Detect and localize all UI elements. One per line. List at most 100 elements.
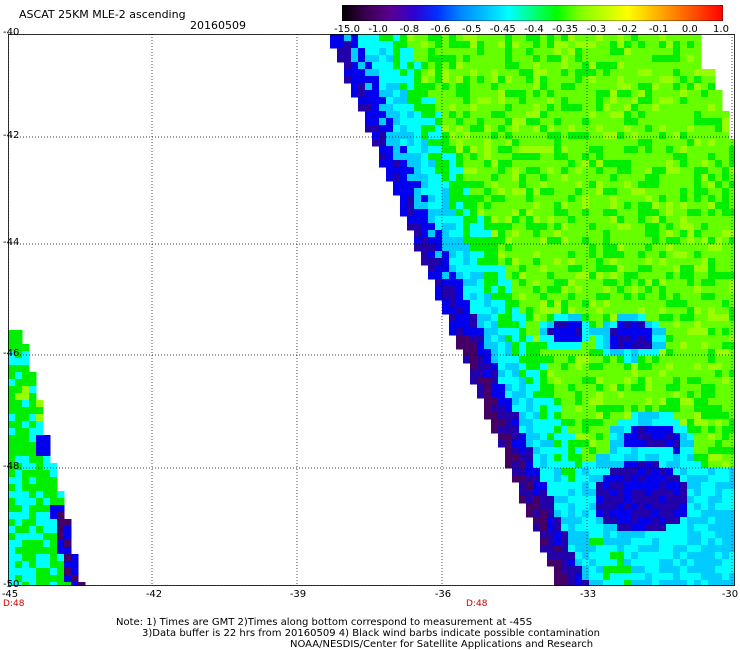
- swath-cell: [582, 244, 590, 252]
- swath-cell: [645, 496, 653, 504]
- swath-cell: [687, 293, 695, 301]
- swath-cell: [610, 181, 618, 189]
- swath-cell: [624, 314, 632, 322]
- swath-cell: [694, 524, 702, 532]
- swath-cell: [449, 153, 457, 161]
- swath-cell: [540, 139, 548, 147]
- swath-cell: [456, 293, 464, 301]
- swath-cell: [533, 104, 541, 112]
- swath-cell: [533, 209, 541, 217]
- swath-cell: [43, 491, 51, 499]
- swath-cell: [407, 41, 415, 49]
- swath-cell: [631, 321, 639, 329]
- swath-cell: [582, 258, 590, 266]
- swath-cell: [29, 435, 37, 443]
- swath-cell: [498, 181, 506, 189]
- swath-cell: [652, 279, 660, 287]
- swath-cell: [708, 237, 716, 245]
- swath-cell: [15, 540, 23, 548]
- swath-cell: [729, 342, 735, 350]
- swath-cell: [512, 454, 520, 462]
- swath-cell: [687, 153, 695, 161]
- swath-cell: [715, 398, 723, 406]
- swath-cell: [645, 468, 653, 476]
- swath-cell: [652, 223, 660, 231]
- swath-cell: [680, 412, 688, 420]
- swath-cell: [512, 440, 520, 448]
- swath-cell: [610, 405, 618, 413]
- swath-cell: [533, 321, 541, 329]
- swath-cell: [708, 223, 716, 231]
- swath-cell: [435, 104, 443, 112]
- swath-cell: [533, 384, 541, 392]
- swath-cell: [421, 251, 429, 259]
- swath-cell: [715, 251, 723, 259]
- swath-cell: [603, 237, 611, 245]
- swath-cell: [540, 153, 548, 161]
- swath-cell: [722, 307, 730, 315]
- swath-cell: [673, 111, 681, 119]
- swath-cell: [449, 41, 457, 49]
- swath-cell: [421, 48, 429, 56]
- swath-cell: [722, 433, 730, 441]
- swath-cell: [568, 433, 576, 441]
- swath-cell: [645, 475, 653, 483]
- swath-cell: [533, 405, 541, 413]
- swath-cell: [715, 111, 723, 119]
- swath-cell: [575, 573, 583, 581]
- swath-cell: [708, 90, 716, 98]
- swath-cell: [617, 69, 625, 77]
- swath-cell: [449, 132, 457, 140]
- swath-cell: [505, 433, 513, 441]
- swath-cell: [505, 48, 513, 56]
- swath-cell: [701, 440, 709, 448]
- swath-cell: [519, 279, 527, 287]
- swath-cell: [582, 104, 590, 112]
- swath-cell: [540, 118, 548, 126]
- swath-cell: [421, 55, 429, 63]
- swath-cell: [449, 139, 457, 147]
- swath-cell: [589, 328, 597, 336]
- swath-cell: [722, 580, 730, 586]
- swath-cell: [666, 139, 674, 147]
- swath-cell: [652, 251, 660, 259]
- swath-cell: [43, 449, 51, 457]
- swath-cell: [603, 209, 611, 217]
- swath-cell: [729, 461, 735, 469]
- swath-cell: [722, 251, 730, 259]
- swath-cell: [547, 104, 555, 112]
- swath-cell: [372, 125, 380, 133]
- swath-cell: [540, 405, 548, 413]
- colorbar-tick-label: -0.8: [399, 24, 420, 35]
- swath-cell: [624, 405, 632, 413]
- swath-cell: [554, 524, 562, 532]
- swath-cell: [491, 286, 499, 294]
- swath-cell: [519, 356, 527, 364]
- swath-cell: [666, 83, 674, 91]
- swath-cell: [666, 503, 674, 511]
- swath-cell: [582, 181, 590, 189]
- swath-cell: [638, 433, 646, 441]
- swath-cell: [582, 293, 590, 301]
- swath-cell: [617, 517, 625, 525]
- swath-cell: [43, 526, 51, 534]
- swath-cell: [652, 272, 660, 280]
- swath-cell: [428, 265, 436, 273]
- swath-cell: [680, 146, 688, 154]
- swath-cell: [449, 76, 457, 84]
- swath-cell: [729, 573, 735, 581]
- swath-cell: [15, 393, 23, 401]
- swath-cell: [589, 237, 597, 245]
- swath-cell: [414, 139, 422, 147]
- swath-cell: [498, 125, 506, 133]
- swath-cell: [561, 398, 569, 406]
- swath-cell: [722, 286, 730, 294]
- swath-cell: [519, 426, 527, 434]
- swath-cell: [617, 139, 625, 147]
- swath-cell: [603, 307, 611, 315]
- swath-cell: [617, 531, 625, 539]
- swath-cell: [561, 419, 569, 427]
- swath-cell: [645, 76, 653, 84]
- swath-cell: [344, 55, 352, 63]
- swath-cell: [645, 167, 653, 175]
